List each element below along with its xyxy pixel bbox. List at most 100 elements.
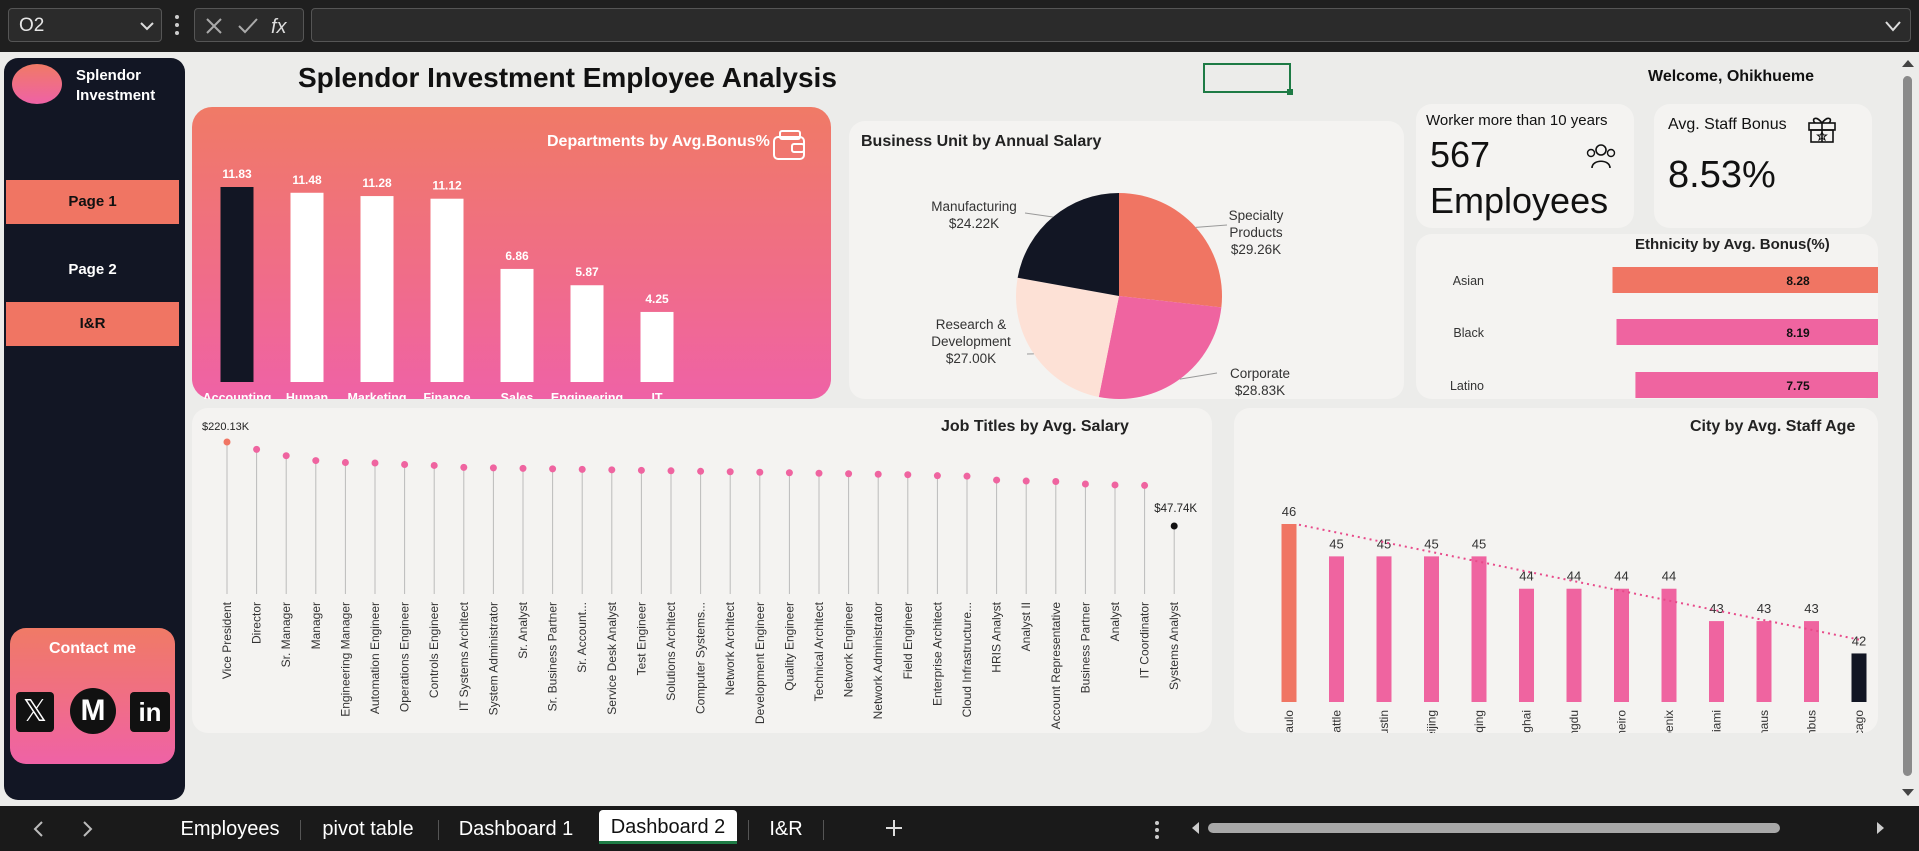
- scroll-up-icon[interactable]: [1901, 58, 1915, 68]
- city-value-label: 45: [1377, 536, 1391, 551]
- city-category-label: Sao Paulo: [1282, 710, 1296, 733]
- city-bar: [1376, 556, 1392, 702]
- bonus-kpi-value: 8.53%: [1668, 154, 1776, 196]
- department-category-label: Accounting: [203, 391, 272, 399]
- pie-slice-label: Development: [931, 334, 1011, 349]
- name-box[interactable]: O2: [8, 8, 162, 42]
- department-value-label: 5.87: [575, 265, 599, 279]
- department-bar: [500, 268, 534, 382]
- nav-page-1[interactable]: Page 1: [6, 180, 179, 224]
- lollipop-point: [963, 472, 971, 480]
- scroll-left-icon[interactable]: [1190, 821, 1200, 835]
- more-options-icon[interactable]: [174, 14, 180, 36]
- svg-text:fx: fx: [271, 16, 288, 38]
- x-icon[interactable]: 𝕏: [16, 692, 54, 732]
- formula-input[interactable]: [311, 8, 1911, 42]
- city-value-label: 43: [1709, 601, 1723, 616]
- job-title-label: Network Administrator: [871, 602, 885, 719]
- lollipop-point: [282, 452, 290, 460]
- tab-options-icon[interactable]: [1154, 820, 1160, 840]
- sidebar: Splendor Investment Page 1 Page 2 I&R Co…: [4, 58, 185, 800]
- department-bar: [220, 187, 254, 382]
- medium-icon[interactable]: M: [70, 688, 116, 734]
- scroll-down-icon[interactable]: [1901, 788, 1915, 798]
- city-value-label: 46: [1282, 504, 1296, 519]
- tab-dashboard-2[interactable]: Dashboard 2: [599, 810, 737, 844]
- city-category-label: Shanghai: [1520, 710, 1534, 733]
- tab-dashboard-1[interactable]: Dashboard 1: [458, 818, 574, 840]
- ethnicity-category-label: Black: [1453, 326, 1484, 340]
- job-titles-lollipop-chart: Vice President Director Sr. Manager Manager…: [202, 421, 1197, 729]
- check-icon[interactable]: [237, 17, 259, 35]
- city-category-label: Austin: [1377, 710, 1391, 733]
- pie-leader-line: [1024, 212, 1054, 218]
- tab-employees[interactable]: Employees: [180, 818, 280, 840]
- lollipop-point: [430, 461, 438, 469]
- city-card: City by Avg. Staff Age 46 Sao Paulo 45 Seat…: [1234, 408, 1878, 733]
- ethnicity-bar: [1616, 319, 1878, 345]
- lollipop-point: [1170, 522, 1178, 530]
- cancel-icon[interactable]: [205, 17, 223, 35]
- lollipop-point: [904, 471, 912, 479]
- add-sheet-icon[interactable]: [884, 818, 904, 838]
- tab-pivot-table[interactable]: pivot table: [322, 818, 414, 840]
- lollipop-point: [578, 465, 586, 473]
- lollipop-point: [667, 467, 675, 475]
- city-bar: [1851, 653, 1867, 702]
- job-title-label: Director: [250, 602, 264, 644]
- job-title-label: Systems Analyst: [1167, 601, 1181, 690]
- job-title-label: Sr. Account...: [575, 602, 589, 673]
- ethnicity-value-label: 8.28: [1786, 274, 1810, 288]
- job-titles-title: Job Titles by Avg. Salary: [941, 418, 1129, 435]
- brand-logo: [12, 64, 62, 104]
- nav-page-2[interactable]: Page 2: [68, 261, 117, 278]
- wallet-icon: [773, 130, 805, 160]
- department-category-label: Sales: [501, 391, 534, 399]
- next-sheet-icon[interactable]: [82, 820, 94, 838]
- function-icon[interactable]: fx: [269, 13, 295, 39]
- job-title-label: HRIS Analyst: [990, 601, 1004, 672]
- lollipop-point: [1111, 481, 1119, 489]
- contact-title: Contact me: [48, 640, 137, 657]
- horizontal-scrollbar-thumb[interactable]: [1208, 823, 1780, 833]
- job-max-label: $220.13K: [202, 421, 250, 433]
- department-value-label: 11.48: [292, 173, 322, 187]
- scroll-right-icon[interactable]: [1876, 821, 1886, 835]
- pie-slice-label: $29.26K: [1231, 242, 1281, 257]
- linkedin-icon[interactable]: in: [130, 692, 170, 732]
- city-bar: [1804, 621, 1819, 702]
- city-value-label: 44: [1614, 569, 1628, 584]
- department-bar: [430, 198, 464, 382]
- city-category-label: Seattle: [1330, 710, 1344, 733]
- expand-chevron-icon[interactable]: [1884, 19, 1902, 33]
- lollipop-point: [401, 460, 409, 468]
- ethnicity-title: Ethnicity by Avg. Bonus(%): [1635, 236, 1830, 253]
- job-title-label: Automation Engineer: [368, 602, 382, 714]
- lollipop-point: [637, 466, 645, 474]
- job-title-label: System Administrator: [486, 602, 500, 715]
- pie-slice-label: $27.00K: [946, 351, 996, 366]
- city-bar-chart: 46 Sao Paulo 45 Seattle 45 Austin 45 Beijing 45 C…: [1281, 504, 1867, 733]
- department-value-label: 6.86: [505, 249, 529, 263]
- lollipop-point: [874, 470, 882, 478]
- job-min-label: $47.74K: [1154, 503, 1197, 515]
- job-title-label: Manager: [309, 602, 323, 649]
- tab-ir[interactable]: I&R: [769, 818, 803, 840]
- department-bar: [640, 311, 674, 382]
- city-value-label: 42: [1852, 633, 1866, 648]
- lollipop-point: [756, 468, 764, 476]
- job-title-label: Network Engineer: [842, 602, 856, 697]
- nav-ir[interactable]: I&R: [6, 302, 179, 346]
- pie-slice-label: Specialty: [1229, 208, 1284, 223]
- selected-cell[interactable]: [1203, 63, 1293, 95]
- prev-sheet-icon[interactable]: [32, 820, 44, 838]
- scrollbar-thumb[interactable]: [1903, 76, 1912, 776]
- ethnicity-value-label: 8.19: [1786, 326, 1810, 340]
- lollipop-point: [608, 466, 616, 474]
- city-category-label: Miami: [1710, 710, 1724, 733]
- pie-slice: [1016, 277, 1119, 397]
- vertical-scrollbar[interactable]: [1896, 52, 1919, 806]
- city-category-label: Chongqing: [1472, 710, 1486, 733]
- lollipop-point: [845, 470, 853, 478]
- horizontal-scrollbar[interactable]: [1186, 818, 1886, 838]
